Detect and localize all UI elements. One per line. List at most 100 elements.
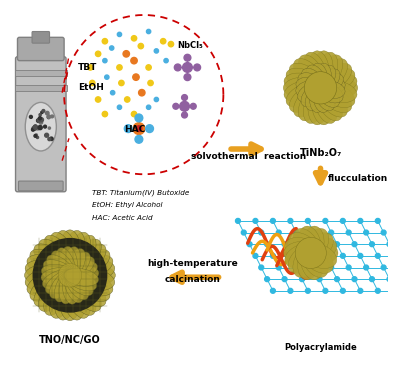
Ellipse shape <box>314 83 335 111</box>
Circle shape <box>393 288 398 293</box>
Circle shape <box>136 126 142 131</box>
Circle shape <box>45 133 48 137</box>
Circle shape <box>38 117 42 120</box>
Circle shape <box>124 125 132 132</box>
Ellipse shape <box>64 268 98 286</box>
Circle shape <box>306 218 310 224</box>
Circle shape <box>37 119 40 122</box>
Circle shape <box>304 72 337 104</box>
Ellipse shape <box>318 84 352 113</box>
Circle shape <box>174 64 181 71</box>
Ellipse shape <box>302 68 326 93</box>
Circle shape <box>48 138 51 141</box>
Circle shape <box>190 103 196 109</box>
Circle shape <box>50 137 53 141</box>
Circle shape <box>352 277 357 281</box>
Circle shape <box>375 254 380 258</box>
Ellipse shape <box>67 267 115 291</box>
Ellipse shape <box>64 270 84 303</box>
Ellipse shape <box>314 86 338 123</box>
Circle shape <box>306 254 310 258</box>
Ellipse shape <box>318 73 357 95</box>
Circle shape <box>117 32 122 37</box>
Text: TiNb₂O₇: TiNb₂O₇ <box>299 148 342 158</box>
Circle shape <box>39 114 41 116</box>
Ellipse shape <box>300 241 324 280</box>
Ellipse shape <box>38 272 74 312</box>
Ellipse shape <box>50 270 75 299</box>
Ellipse shape <box>284 80 323 103</box>
Ellipse shape <box>25 102 56 151</box>
Ellipse shape <box>318 77 358 98</box>
Ellipse shape <box>64 269 97 291</box>
Circle shape <box>34 126 38 130</box>
Ellipse shape <box>303 52 327 90</box>
Ellipse shape <box>312 86 333 125</box>
Circle shape <box>133 123 145 134</box>
Circle shape <box>148 80 153 86</box>
Ellipse shape <box>288 243 322 273</box>
Circle shape <box>282 277 287 281</box>
Circle shape <box>46 111 49 115</box>
Circle shape <box>294 230 299 235</box>
Ellipse shape <box>66 272 101 312</box>
Circle shape <box>270 218 275 224</box>
Circle shape <box>36 126 40 130</box>
Circle shape <box>393 254 398 258</box>
Circle shape <box>39 121 43 124</box>
Circle shape <box>32 126 36 130</box>
Ellipse shape <box>64 232 91 278</box>
Ellipse shape <box>67 269 113 296</box>
Circle shape <box>146 105 151 109</box>
Ellipse shape <box>41 268 76 285</box>
Ellipse shape <box>45 270 76 294</box>
Ellipse shape <box>25 267 73 291</box>
Circle shape <box>317 277 322 281</box>
Ellipse shape <box>298 55 325 91</box>
Circle shape <box>34 127 37 130</box>
Ellipse shape <box>54 270 76 302</box>
Circle shape <box>288 288 293 293</box>
Ellipse shape <box>318 68 355 93</box>
Ellipse shape <box>285 243 322 268</box>
Circle shape <box>133 74 139 80</box>
Ellipse shape <box>67 260 115 283</box>
Ellipse shape <box>67 270 110 301</box>
Circle shape <box>182 63 192 72</box>
Circle shape <box>173 103 179 109</box>
Circle shape <box>36 136 38 138</box>
Circle shape <box>259 230 264 235</box>
Ellipse shape <box>317 84 348 117</box>
Ellipse shape <box>62 270 80 304</box>
Circle shape <box>375 218 380 224</box>
Ellipse shape <box>315 82 340 107</box>
Circle shape <box>36 119 40 122</box>
Circle shape <box>265 277 270 281</box>
Circle shape <box>182 95 188 101</box>
Ellipse shape <box>56 248 76 281</box>
Circle shape <box>329 265 334 270</box>
Text: TNO/NC/GO: TNO/NC/GO <box>39 335 101 345</box>
Circle shape <box>119 80 124 86</box>
Circle shape <box>131 57 137 64</box>
Circle shape <box>288 254 293 258</box>
Ellipse shape <box>310 83 328 112</box>
Ellipse shape <box>293 228 321 264</box>
Ellipse shape <box>42 269 76 289</box>
Circle shape <box>340 218 345 224</box>
Ellipse shape <box>315 73 343 94</box>
Ellipse shape <box>54 273 78 320</box>
FancyBboxPatch shape <box>32 32 50 43</box>
Circle shape <box>47 115 50 119</box>
Circle shape <box>96 51 101 57</box>
Circle shape <box>194 64 200 71</box>
Ellipse shape <box>59 230 81 278</box>
Ellipse shape <box>296 80 326 98</box>
Ellipse shape <box>317 59 348 91</box>
Circle shape <box>317 242 322 247</box>
Ellipse shape <box>315 69 340 93</box>
Ellipse shape <box>294 84 324 117</box>
Text: EtOH: EtOH <box>78 83 104 92</box>
Ellipse shape <box>300 243 337 268</box>
Circle shape <box>329 230 334 235</box>
